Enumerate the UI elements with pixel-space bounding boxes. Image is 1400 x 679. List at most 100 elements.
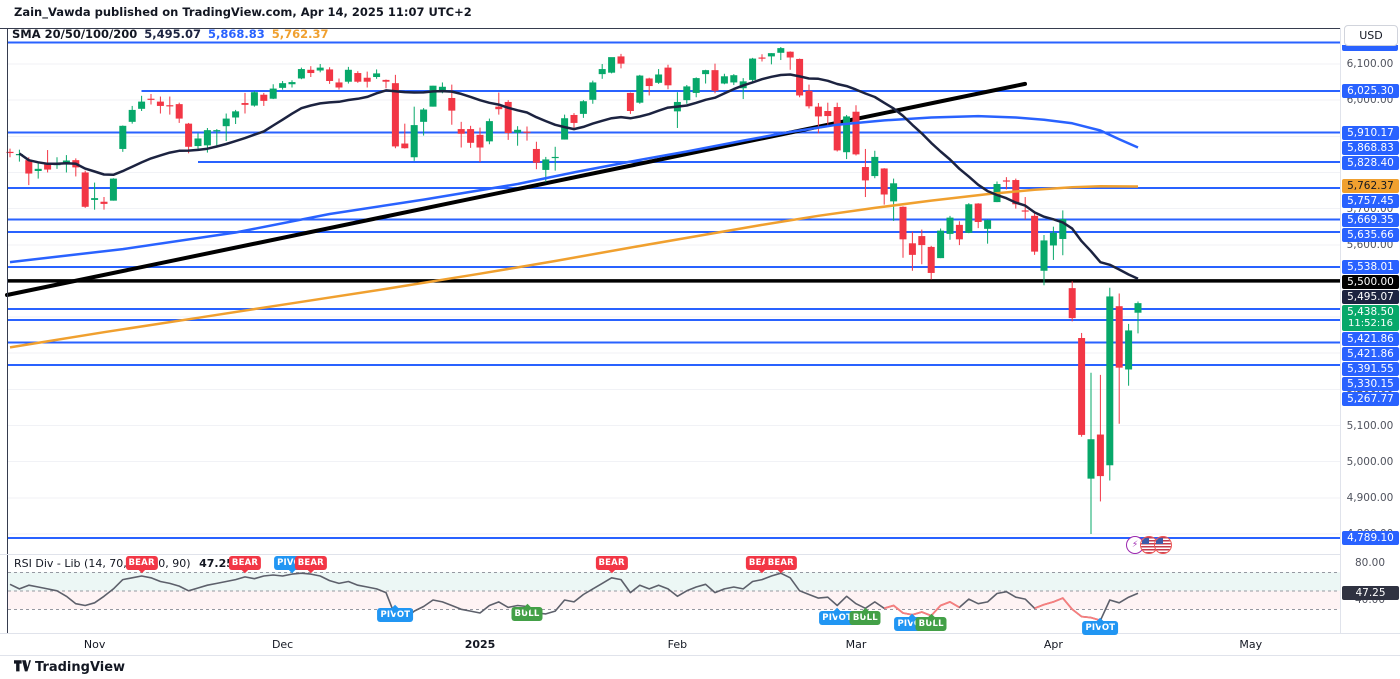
pane-separator[interactable] bbox=[0, 554, 1340, 555]
candle-body bbox=[880, 168, 888, 195]
candle-body bbox=[814, 106, 822, 117]
price-level-badge: 5,495.07 bbox=[1342, 290, 1399, 305]
price-level-badge: 5,538.01 bbox=[1342, 260, 1399, 275]
candle-body bbox=[1040, 240, 1048, 271]
candle-body bbox=[730, 75, 738, 83]
price-level-badge: 5,828.40 bbox=[1342, 155, 1399, 170]
candle-body bbox=[44, 163, 52, 170]
candle-body bbox=[147, 98, 155, 100]
time-axis-label: Dec bbox=[271, 638, 294, 651]
candle-body bbox=[908, 243, 916, 255]
sma20-line bbox=[18, 73, 1139, 280]
rsi-indicator-title[interactable]: RSI Div - Lib (14, 70, 30, 50, 90) 47.25 bbox=[14, 557, 234, 570]
candle-body bbox=[852, 111, 860, 155]
rsi-title-text: RSI Div - Lib (14, 70, 30, 50, 90) bbox=[14, 557, 191, 570]
current-price-badge: 5,438.50 11:52:16 bbox=[1342, 305, 1399, 332]
candle-body bbox=[1068, 288, 1076, 319]
price-axis-label: 5,000.00 bbox=[1346, 455, 1394, 468]
candle-body bbox=[918, 236, 926, 246]
candle-body bbox=[241, 103, 249, 105]
time-axis-label: May bbox=[1239, 638, 1263, 651]
candle-body bbox=[138, 101, 146, 109]
candle-body bbox=[420, 109, 428, 122]
price-level-badge: 5,421.86 bbox=[1342, 332, 1399, 347]
candle-body bbox=[955, 224, 963, 240]
candle-body bbox=[1031, 215, 1039, 252]
sma100-line bbox=[9, 114, 1139, 264]
sma20-value: 5,495.07 bbox=[144, 27, 201, 41]
candle-body bbox=[213, 130, 221, 132]
candle-body bbox=[551, 156, 559, 159]
candle-body bbox=[91, 198, 99, 200]
candle-body bbox=[1059, 219, 1067, 239]
candle-body bbox=[222, 118, 230, 127]
price-level-badge: 5,330.15 bbox=[1342, 377, 1399, 392]
candle-body bbox=[316, 67, 324, 71]
candle-body bbox=[927, 246, 935, 273]
candle-body bbox=[485, 121, 493, 142]
price-level-badge: 5,762.37 bbox=[1342, 179, 1399, 194]
clipped-price-badge bbox=[1342, 45, 1398, 51]
candle-body bbox=[391, 83, 399, 147]
price-level-badge: 5,267.77 bbox=[1342, 392, 1399, 407]
indicator-legend[interactable]: SMA 20/50/100/200 5,495.07 5,868.83 5,762.3… bbox=[12, 27, 336, 41]
sma200-value: 5,762.37 bbox=[271, 27, 329, 41]
price-level-badge: 5,757.45 bbox=[1342, 194, 1399, 209]
price-axis[interactable]: 6,100.006,000.005,700.005,600.005,200.00… bbox=[1340, 28, 1400, 633]
price-level-badge: 5,421.86 bbox=[1342, 347, 1399, 362]
candle-body bbox=[307, 69, 315, 74]
pane-top-border bbox=[0, 28, 1340, 29]
rsi-divergence-segment bbox=[883, 601, 960, 617]
candle-body bbox=[561, 118, 569, 140]
candle-body bbox=[1021, 210, 1029, 212]
price-level-badge: 5,910.17 bbox=[1342, 125, 1399, 140]
candle-body bbox=[457, 129, 465, 134]
price-level-badge: 5,500.00 bbox=[1342, 275, 1399, 290]
price-axis-label: 6,100.00 bbox=[1346, 58, 1394, 70]
us-flag-event-icon[interactable] bbox=[1140, 536, 1158, 554]
tradingview-logo[interactable]: TradingView bbox=[14, 660, 125, 675]
candle-body bbox=[899, 206, 907, 240]
time-axis-label: Feb bbox=[667, 638, 688, 651]
candle-body bbox=[984, 220, 992, 229]
candle-body bbox=[683, 86, 691, 101]
candle-body bbox=[692, 78, 700, 93]
candle-body bbox=[946, 217, 954, 234]
time-axis-label: Nov bbox=[83, 638, 106, 651]
candle-body bbox=[100, 201, 108, 204]
pane-left-border bbox=[7, 28, 8, 633]
candle-body bbox=[711, 70, 719, 91]
rsi-axis-label: 80.00 bbox=[1354, 557, 1386, 569]
candle-body bbox=[495, 106, 503, 110]
price-level-badge: 5,635.66 bbox=[1342, 227, 1399, 242]
us-flag-event-icon[interactable] bbox=[1154, 536, 1172, 554]
event-icons[interactable]: ⚡ bbox=[1126, 536, 1172, 554]
candle-body bbox=[476, 134, 484, 148]
candle-body bbox=[119, 125, 127, 149]
candle-body bbox=[598, 69, 606, 75]
candle-body bbox=[861, 167, 869, 181]
time-axis-label: Mar bbox=[845, 638, 867, 651]
candle-body bbox=[523, 131, 531, 133]
candle-body bbox=[1125, 330, 1133, 370]
candle-body bbox=[843, 116, 851, 153]
rsi-band bbox=[8, 572, 1340, 591]
time-axis[interactable]: Nov Dec 2025 Feb Mar Apr May bbox=[0, 633, 1400, 656]
candle-body bbox=[833, 107, 841, 151]
candle-body bbox=[288, 82, 296, 85]
candle-body bbox=[81, 172, 89, 207]
currency-toggle-button[interactable]: USD bbox=[1344, 25, 1398, 46]
candle-body bbox=[1096, 434, 1104, 477]
candle-body bbox=[269, 88, 277, 99]
sma100-value: 5,868.83 bbox=[208, 27, 265, 41]
price-level-badge: 6,025.30 bbox=[1342, 84, 1399, 98]
candle-body bbox=[279, 83, 287, 88]
price-axis-label: 5,600.00 bbox=[1346, 238, 1394, 251]
candle-body bbox=[297, 69, 305, 79]
candle-body bbox=[448, 97, 456, 111]
candle-body bbox=[965, 204, 973, 233]
candle-body bbox=[720, 76, 728, 84]
candle-body bbox=[410, 125, 418, 158]
candle-body bbox=[570, 114, 578, 123]
